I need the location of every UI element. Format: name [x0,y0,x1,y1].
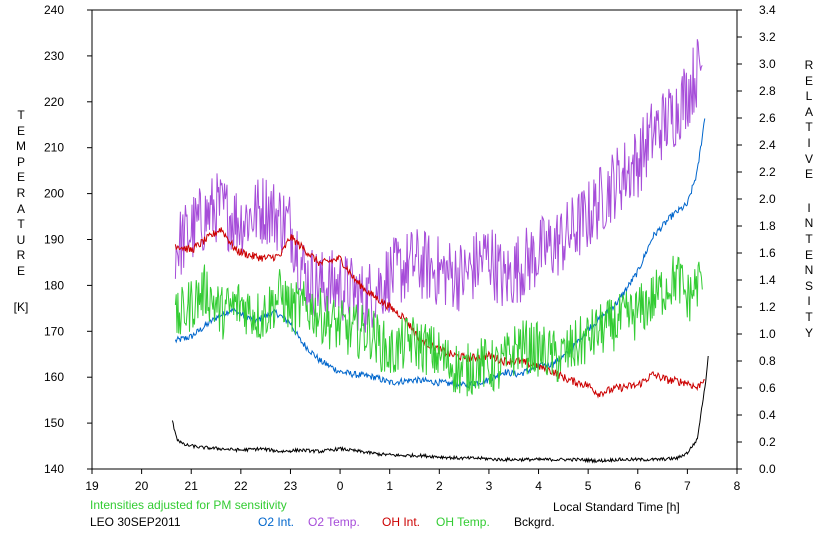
y-right-tick-label: 0.4 [759,408,776,422]
axis-label-letter: P [16,154,25,169]
x-tick-label: 4 [535,479,542,493]
y-right-tick-label: 0.8 [759,354,776,368]
x-tick-label: 21 [185,479,199,493]
axis-label-letter: T [805,120,813,135]
y-right-tick-label: 1.4 [759,273,776,287]
axis-label-letter: N [804,216,814,231]
y-right-tick-label: 0.0 [759,462,776,476]
series-oh-temp-line [174,255,703,397]
y-axis-left-unit: [K] [13,299,29,314]
axis-label-letter: T [805,231,813,246]
x-tick-label: 3 [486,479,493,493]
y-right-tick-label: 3.2 [759,30,776,44]
legend-oh-int: OH Int. [382,515,421,529]
y-left-tick-label: 210 [44,141,64,155]
y-left-tick-label: 140 [44,462,64,476]
x-tick-label: 0 [337,479,344,493]
axis-label-letter: M [16,139,26,154]
y-right-tick-label: 0.2 [759,435,776,449]
axis-label-letter: L [805,89,813,104]
axis-label-letter: N [804,263,814,278]
axis-label-letter: I [807,135,811,150]
legend-bckgrd: Bckgrd. [514,515,555,529]
y-left-tick-label: 150 [44,416,64,430]
y-right-tick-label: 2.2 [759,165,776,179]
sensitivity-note: Intensities adjusted for PM sensitivity [90,498,287,512]
axis-label-letter: E [804,247,813,262]
y-left-tick-label: 170 [44,324,64,338]
x-tick-label: 6 [634,479,641,493]
y-left-tick-label: 190 [44,233,64,247]
plot-frame [91,9,738,470]
y-left-tick-label: 220 [44,95,64,109]
y-right-tick-label: 2.4 [759,138,776,152]
series-oh-int-line [174,227,705,399]
site-date-label: LEO 30SEP2011 [90,515,181,529]
axis-label-letter: E [16,123,25,138]
y-left-tick-label: 160 [44,370,64,384]
legend-oh-temp: OH Temp. [436,515,490,529]
y-right-tick-label: 3.4 [759,3,776,17]
axis-label-letter: Y [804,325,813,340]
axis-label-letter: A [804,104,813,119]
x-tick-label: 20 [135,479,149,493]
series-bckgrd-line [171,355,709,464]
legend-o2-temp: O2 Temp. [308,515,360,529]
axis-label-letter: T [17,108,25,122]
legend-o2-int: O2 Int. [258,515,295,529]
y-right-tick-label: 0.6 [759,381,776,395]
y-right-tick-label: 2.6 [759,111,776,125]
axis-label-letter: R [804,58,814,72]
axis-label-letter: V [804,151,813,166]
y-left-tick-label: 180 [44,278,64,292]
x-tick-label: 1 [386,479,393,493]
axis-label-letter: T [17,217,25,232]
axis-label-letter: U [16,232,26,247]
y-right-tick-label: 1.8 [759,219,776,233]
axis-label-letter: E [804,73,813,88]
y-right-tick-label: 3.0 [759,57,776,71]
y-right-tick-label: 2.8 [759,84,776,98]
x-tick-label: 8 [734,479,741,493]
x-tick-label: 5 [585,479,592,493]
y-left-tick-label: 230 [44,49,64,63]
axis-label-letter: I [807,294,811,309]
axis-label-letter: E [804,167,813,182]
axis-label-letter: I [807,200,811,215]
x-tick-label: 23 [284,479,298,493]
series-o2-temp-line [174,39,703,333]
y-left-tick-label: 200 [44,187,64,201]
y-right-tick-label: 1.6 [759,246,776,260]
x-tick-label: 2 [436,479,443,493]
axis-label-letter: R [16,185,26,200]
axis-label-letter: R [16,248,26,263]
y-right-tick-label: 2.0 [759,192,776,206]
y-right-tick-label: 1.2 [759,300,776,314]
y-right-tick-label: 1.0 [759,327,776,341]
x-axis-label: Local Standard Time [h] [553,500,680,514]
x-tick-label: 22 [234,479,248,493]
x-tick-label: 19 [85,479,99,493]
axis-label-letter: T [805,309,813,324]
axis-label-letter: E [16,263,25,278]
y-left-tick-label: 240 [44,3,64,17]
axis-label-letter: E [16,170,25,185]
axis-label-letter: S [804,278,813,293]
y-axis-left-label: T E M P E R A T U R E [K] [14,108,31,315]
x-tick-label: 7 [684,479,691,493]
axis-label-letter: A [16,201,25,216]
